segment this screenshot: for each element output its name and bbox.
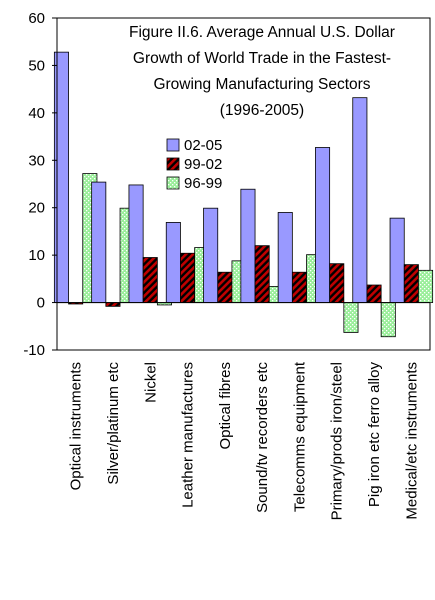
x-category-label: Pig iron etc ferro alloy bbox=[366, 362, 383, 508]
legend-swatch-02-05 bbox=[166, 138, 180, 152]
bar-02-05-2 bbox=[128, 184, 144, 303]
legend-label-02-05: 02-05 bbox=[184, 137, 222, 154]
y-tick-label: 60 bbox=[28, 10, 45, 27]
x-category-label: Nickel bbox=[142, 362, 159, 403]
axes bbox=[56, 18, 430, 350]
x-category-label: Leather manufactures bbox=[180, 362, 197, 508]
bar-99-02-7 bbox=[329, 263, 345, 303]
bar-99-02-5 bbox=[254, 245, 270, 303]
y-axis-ticks: -10 0 10 20 30 40 50 60 bbox=[23, 10, 57, 359]
legend: 02-05 99-02 96-99 bbox=[166, 137, 222, 192]
y-tick-label: 50 bbox=[28, 57, 45, 74]
bar-99-02-9 bbox=[403, 264, 419, 303]
x-category-label: Telecomms equipment bbox=[291, 361, 308, 512]
bar-96-99-7 bbox=[343, 302, 359, 333]
bars bbox=[53, 51, 434, 338]
bar-02-05-3 bbox=[165, 222, 181, 303]
bar-02-05-5 bbox=[240, 188, 256, 303]
bar-99-02-4 bbox=[217, 271, 233, 303]
bar-02-05-9 bbox=[389, 217, 405, 303]
chart-title: Figure II.6. Average Annual U.S. Dollar … bbox=[129, 24, 395, 119]
chart-title-line-2: Growth of World Trade in the Fastest- bbox=[133, 50, 391, 67]
y-tick-label: 10 bbox=[28, 247, 45, 264]
bar-02-05-1 bbox=[91, 181, 107, 303]
bar-99-02-6 bbox=[291, 271, 307, 303]
legend-label-99-02: 99-02 bbox=[184, 156, 222, 173]
y-tick-label: 40 bbox=[28, 105, 45, 122]
x-category-label: Primary/prods iron/steel bbox=[329, 362, 346, 520]
bar-02-05-6 bbox=[277, 212, 293, 303]
bar-02-05-4 bbox=[203, 207, 219, 303]
legend-swatch-99-02 bbox=[166, 157, 180, 171]
x-category-label: Silver/platinum etc bbox=[105, 362, 122, 485]
x-category-label: Sound/tv recorders etc bbox=[254, 362, 271, 513]
x-category-label: Medical/etc instruments bbox=[403, 362, 420, 520]
bar-96-99-8 bbox=[380, 302, 396, 338]
bar-99-02-2 bbox=[142, 257, 158, 303]
bar-99-02-8 bbox=[366, 284, 382, 303]
chart-title-line-3: Growing Manufacturing Sectors bbox=[153, 76, 370, 93]
y-tick-label: -10 bbox=[23, 342, 45, 359]
x-axis-category-labels: Optical instruments Silver/platinum etc Ni… bbox=[68, 361, 421, 520]
y-tick-label: 20 bbox=[28, 200, 45, 217]
y-tick-label: 0 bbox=[37, 295, 45, 312]
legend-swatch-96-99 bbox=[166, 176, 180, 190]
bar-96-99-9 bbox=[418, 269, 434, 303]
x-category-label: Optical fibres bbox=[217, 362, 234, 450]
bar-99-02-1 bbox=[105, 302, 121, 307]
bar-02-05-0 bbox=[53, 51, 69, 303]
bar-99-02-3 bbox=[180, 252, 196, 303]
chart-title-line-4: (1996-2005) bbox=[220, 102, 304, 119]
x-category-label: Optical instruments bbox=[68, 362, 85, 490]
chart-title-line-1: Figure II.6. Average Annual U.S. Dollar bbox=[129, 24, 395, 41]
bar-02-05-7 bbox=[315, 147, 331, 303]
legend-label-96-99: 96-99 bbox=[184, 175, 222, 192]
bar-02-05-8 bbox=[352, 97, 368, 303]
y-tick-label: 30 bbox=[28, 152, 45, 169]
